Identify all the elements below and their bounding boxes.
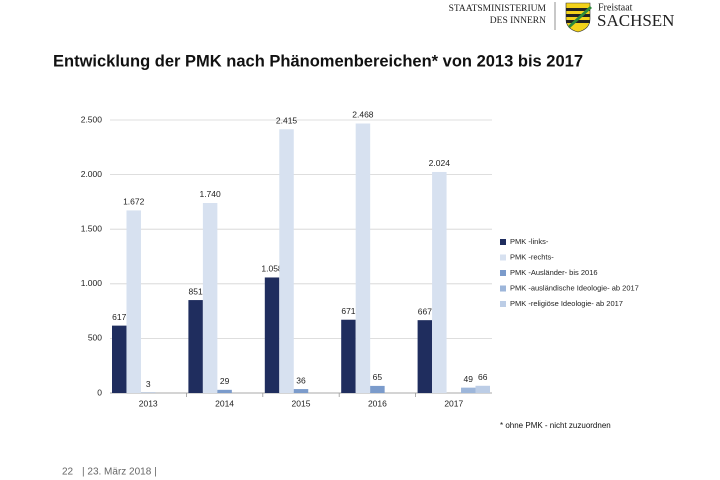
legend-label: PMK -links- [510,237,549,246]
y-tick-label: 2.500 [81,114,103,124]
data-label: 65 [373,372,383,382]
data-label: 2.468 [352,110,374,120]
bar [126,210,141,393]
plot: 0 500 1.000 1.500 2.000 2.500 2013 617 1.672 3 201… [81,110,639,409]
ministry-line2: DES INNERN [490,16,546,26]
bar [355,123,371,394]
data-label: 2.415 [276,116,298,126]
data-label: 671 [341,306,355,316]
bar [417,320,433,393]
legend-label: PMK -Ausländer- bis 2016 [510,268,598,277]
legend-label: PMK -rechts- [510,252,554,261]
data-label: 66 [478,372,488,382]
bar [264,277,280,393]
bar [188,300,203,393]
x-tick-label: 2013 [139,398,158,408]
legend-swatch [500,254,506,261]
y-tick-label: 500 [88,333,102,343]
x-tick-label: 2016 [368,398,387,408]
legend-label: PMK -ausländische Ideologie- ab 2017 [510,283,639,292]
data-label: 1.058 [261,264,283,274]
data-label: 29 [220,376,230,386]
y-tick-label: 0 [97,387,102,397]
x-tick-label: 2014 [215,398,234,408]
data-label: 49 [464,374,474,384]
footnote: * ohne PMK - nicht zuzuordnen [500,421,611,430]
data-label: 2.024 [429,158,451,168]
data-label: 1.740 [199,189,221,199]
x-tick-label: 2017 [444,398,463,408]
data-label: 36 [296,375,306,385]
data-label: 617 [112,312,126,322]
x-tick-label: 2015 [292,398,311,408]
bar [370,385,385,393]
chart-title: Entwicklung der PMK nach Phänomenbereich… [53,52,583,70]
state-line1: Freistaat [598,2,633,13]
legend-swatch [500,270,506,276]
bar [341,319,356,393]
y-tick-label: 1.500 [81,223,103,233]
coat-of-arms [565,2,592,33]
legend-label: PMK -religiöse Ideologie- ab 2017 [510,299,623,308]
legend-swatch [500,285,506,292]
bar [475,385,490,393]
data-label: 1.672 [123,197,145,207]
ministry-line1: STAATSMINISTERIUM [449,4,547,14]
y-tick-label: 1.000 [81,278,103,288]
data-label: 3 [146,379,151,389]
page-number: 22 [62,467,74,478]
data-label: 851 [189,286,203,296]
state-line2: SACHSEN [597,11,674,30]
bar [432,171,447,393]
bar [202,202,218,393]
bar [279,129,294,394]
bar [112,325,127,393]
y-tick-label: 2.000 [81,169,103,179]
legend-swatch [500,239,506,245]
data-label: 667 [418,306,432,316]
legend-swatch [500,301,506,307]
footer-date: | 23. März 2018 | [82,467,157,478]
bar [461,387,476,393]
bar [217,389,232,393]
bar [293,389,309,393]
